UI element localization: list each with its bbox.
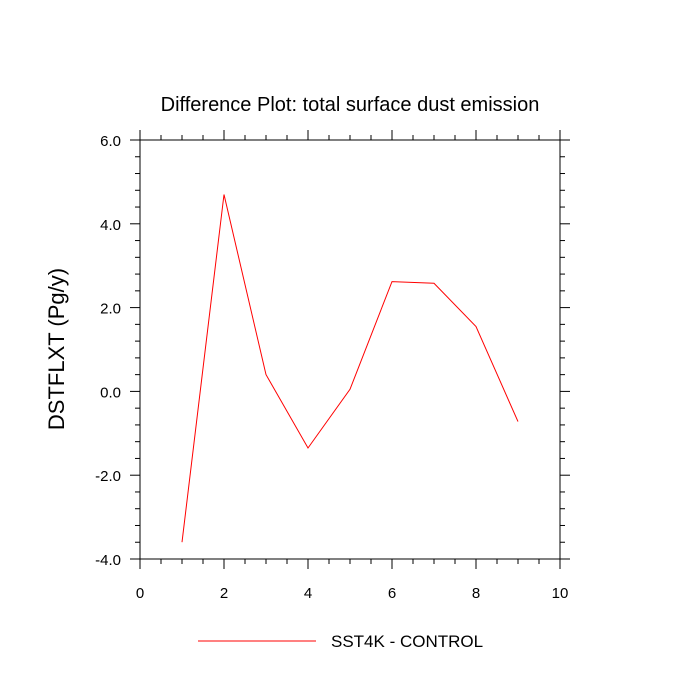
chart-title: Difference Plot: total surface dust emis…: [161, 94, 540, 116]
x-tick-label: 8: [472, 585, 480, 602]
x-tick-label: 6: [388, 585, 396, 602]
x-tick-label: 4: [304, 585, 312, 602]
legend-label-sst4k-control: SST4K - CONTROL: [331, 632, 483, 651]
y-tick-label: 4.0: [100, 217, 121, 234]
x-tick-label: 0: [136, 585, 144, 602]
x-tick-label: 2: [220, 585, 228, 602]
axis-ticks: [130, 130, 570, 569]
legend: SST4K - CONTROL: [198, 632, 483, 651]
y-tick-label: -2.0: [95, 468, 121, 485]
series-layer: [181, 194, 519, 543]
y-tick-label: -4.0: [95, 552, 121, 569]
y-tick-label: 0.0: [100, 384, 121, 401]
series-line-sst4k-control: [181, 194, 519, 543]
x-tick-label: 10: [552, 585, 569, 602]
y-tick-label: 2.0: [100, 301, 121, 318]
axis-tick-labels: 0 2 4 6 8 10 -4.0 -2.0 0.0 2.0 4.0 6.0: [95, 133, 568, 602]
y-axis-label: DSTFLXT (Pg/y): [44, 268, 69, 430]
plot-frame: [139, 139, 561, 560]
y-tick-label: 6.0: [100, 133, 121, 150]
